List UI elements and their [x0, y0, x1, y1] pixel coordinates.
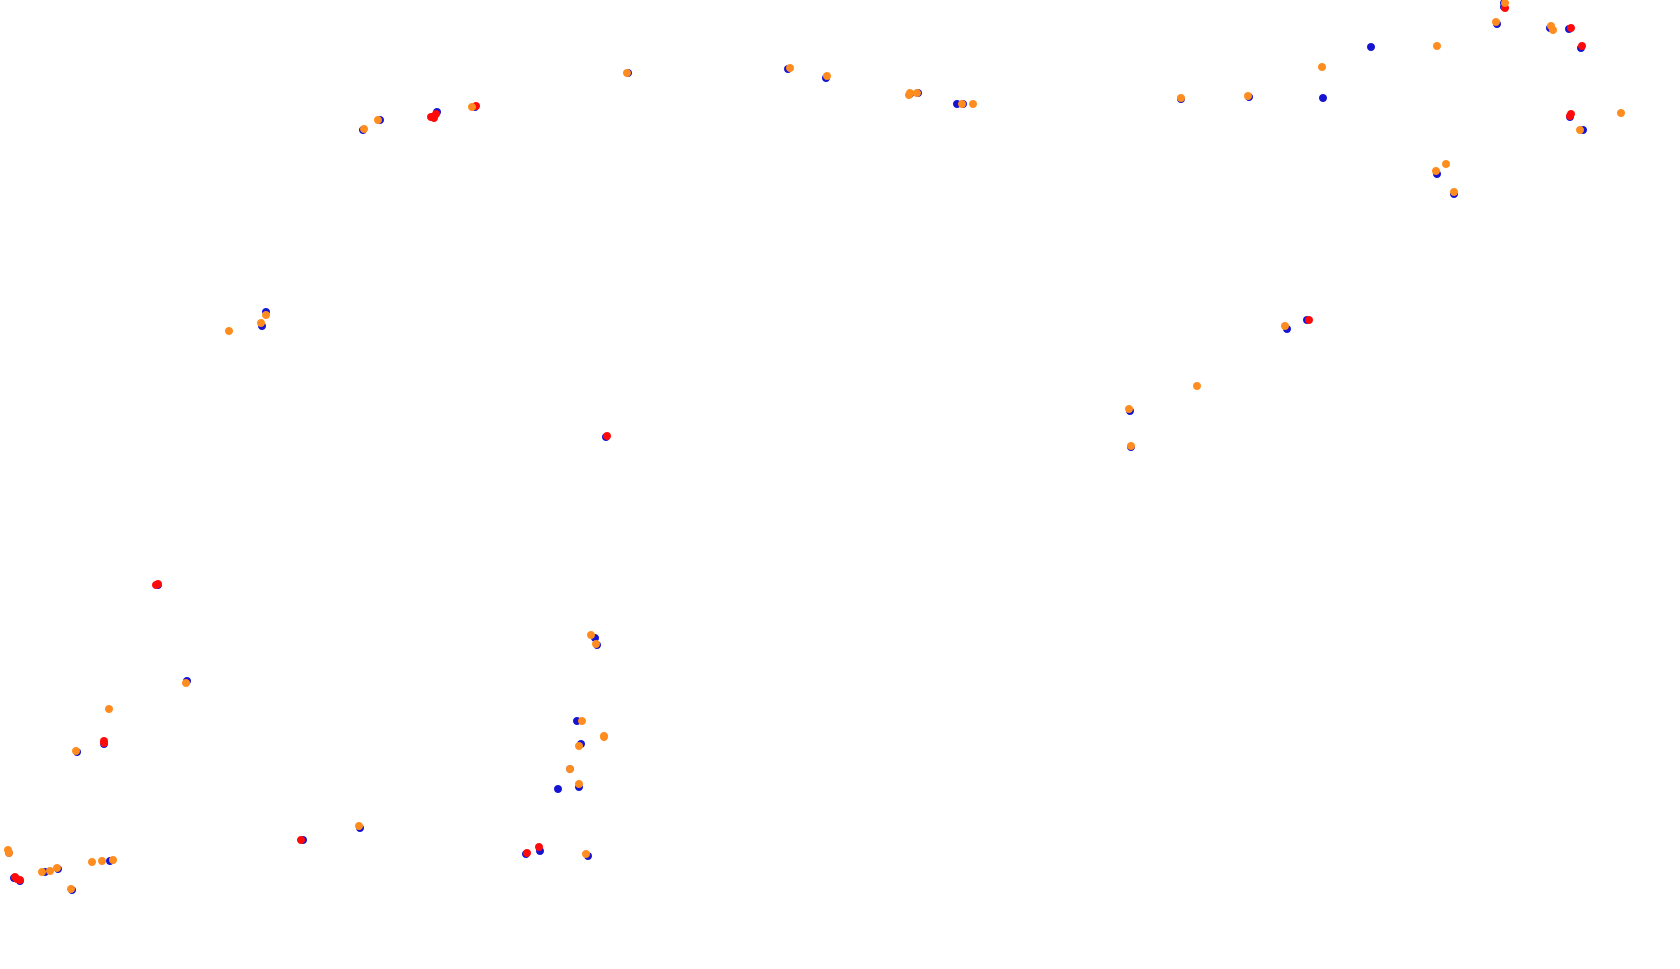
point-orange-48: [1125, 405, 1133, 413]
point-orange-32: [38, 868, 46, 876]
point-red-15: [16, 876, 24, 884]
point-red-10: [152, 581, 160, 589]
point-orange-7: [1442, 160, 1450, 168]
point-orange-3: [1549, 26, 1557, 34]
point-orange-10: [1318, 63, 1326, 71]
series-red: [11, 4, 1586, 884]
point-orange-12: [1177, 94, 1185, 102]
point-orange-6: [1617, 109, 1625, 117]
point-red-18: [535, 843, 543, 851]
point-orange-34: [53, 864, 61, 872]
point-orange-47: [592, 640, 600, 648]
point-orange-41: [575, 780, 583, 788]
point-orange-45: [578, 717, 586, 725]
point-red-12: [100, 739, 108, 747]
point-orange-16: [969, 100, 977, 108]
point-red-19: [603, 432, 611, 440]
series-blue: [5, 0, 1587, 894]
point-red-8: [430, 114, 438, 122]
point-orange-52: [600, 732, 608, 740]
point-red-2: [1578, 42, 1586, 50]
point-orange-40: [582, 850, 590, 858]
point-red-20: [1305, 316, 1313, 324]
point-blue-11: [1319, 94, 1327, 102]
point-orange-17: [913, 89, 921, 97]
point-orange-19: [786, 64, 794, 72]
point-orange-39: [355, 822, 363, 830]
point-orange-4: [1433, 42, 1441, 50]
point-orange-43: [566, 765, 574, 773]
point-orange-46: [587, 631, 595, 639]
point-orange-0: [1501, 0, 1509, 7]
point-orange-1: [1492, 18, 1500, 26]
point-orange-11: [1244, 92, 1252, 100]
point-orange-50: [1193, 382, 1201, 390]
points-layer: [4, 0, 1625, 894]
point-orange-23: [360, 125, 368, 133]
point-orange-22: [374, 116, 382, 124]
point-blue-48: [554, 785, 562, 793]
point-orange-9: [1450, 188, 1458, 196]
point-orange-8: [1432, 167, 1440, 175]
point-orange-24: [262, 311, 270, 319]
point-orange-29: [72, 747, 80, 755]
point-orange-37: [109, 856, 117, 864]
point-orange-21: [468, 103, 476, 111]
point-orange-26: [225, 327, 233, 335]
point-orange-15: [958, 100, 966, 108]
point-orange-49: [1127, 442, 1135, 450]
point-red-1: [1567, 24, 1575, 32]
point-orange-18: [823, 72, 831, 80]
point-orange-20: [623, 69, 631, 77]
point-orange-33: [46, 867, 54, 875]
point-orange-31: [5, 849, 13, 857]
point-red-4: [1566, 112, 1574, 120]
point-orange-42: [575, 742, 583, 750]
point-orange-14: [906, 89, 914, 97]
point-orange-5: [1576, 126, 1584, 134]
point-orange-28: [182, 679, 190, 687]
series-orange: [4, 0, 1625, 893]
point-orange-51: [1281, 322, 1289, 330]
point-red-17: [523, 849, 531, 857]
point-orange-25: [257, 319, 265, 327]
point-orange-36: [98, 857, 106, 865]
point-red-16: [297, 836, 305, 844]
point-orange-27: [105, 705, 113, 713]
point-blue-5: [1367, 43, 1375, 51]
point-orange-35: [88, 858, 96, 866]
point-orange-38: [67, 885, 75, 893]
